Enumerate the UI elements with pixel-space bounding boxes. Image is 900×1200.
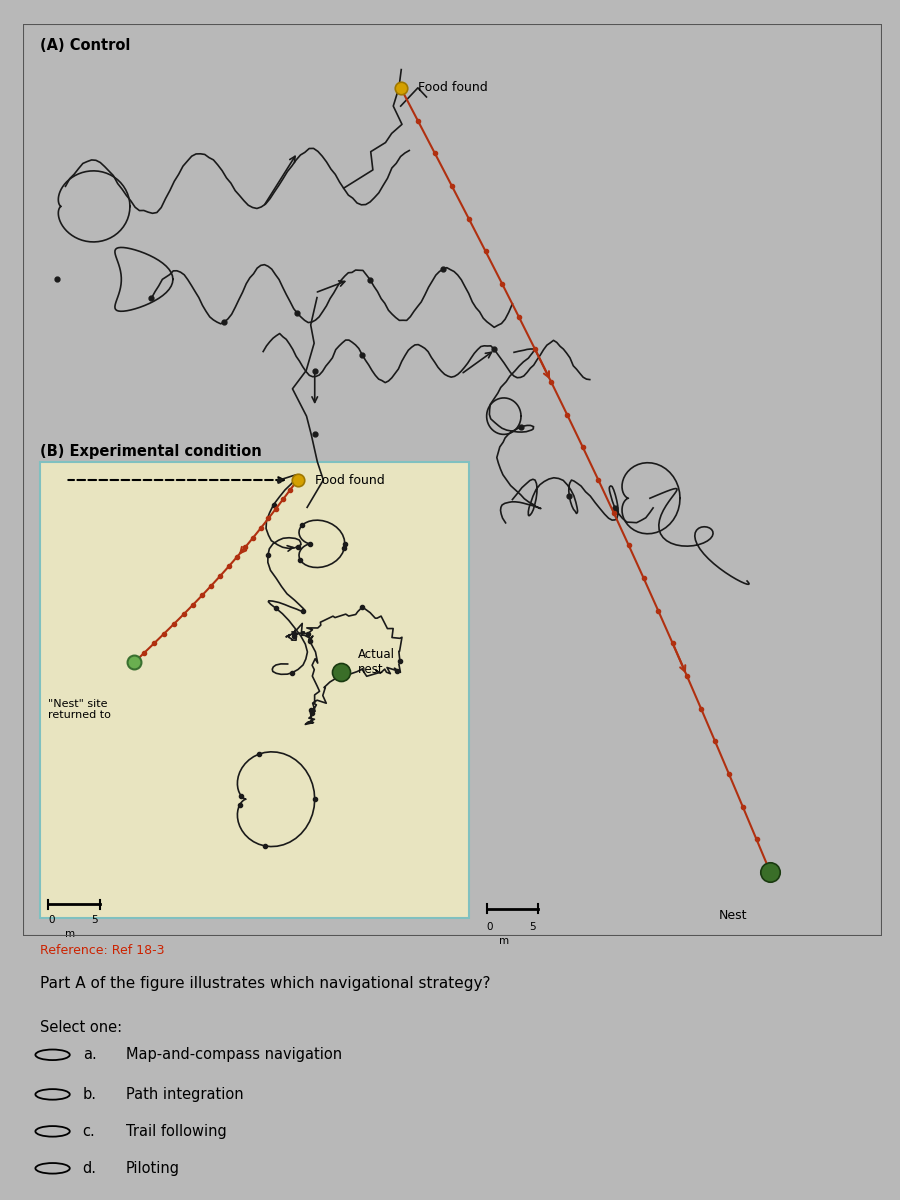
Text: "Nest" site
returned to: "Nest" site returned to	[49, 698, 112, 720]
Text: 0: 0	[49, 916, 55, 925]
Text: (B) Experimental condition: (B) Experimental condition	[40, 444, 261, 458]
Text: Actual
nest: Actual nest	[357, 648, 395, 677]
Text: Select one:: Select one:	[40, 1020, 122, 1036]
Text: Trail following: Trail following	[126, 1124, 227, 1139]
Text: d.: d.	[83, 1160, 96, 1176]
Text: Food found: Food found	[315, 474, 384, 486]
Text: m: m	[65, 929, 75, 938]
Text: m: m	[499, 936, 508, 946]
Text: a.: a.	[83, 1048, 96, 1062]
Text: Nest: Nest	[719, 908, 747, 922]
Text: Reference: Ref 18-3: Reference: Ref 18-3	[40, 944, 164, 956]
Text: 5: 5	[529, 923, 536, 932]
Text: (A) Control: (A) Control	[40, 37, 130, 53]
Text: 0: 0	[487, 923, 493, 932]
Text: Map-and-compass navigation: Map-and-compass navigation	[126, 1048, 342, 1062]
Bar	[40, 462, 470, 918]
Text: Food found: Food found	[418, 82, 488, 95]
Text: Path integration: Path integration	[126, 1087, 243, 1102]
Text: 5: 5	[91, 916, 98, 925]
Text: Piloting: Piloting	[126, 1160, 180, 1176]
Text: Part A of the figure illustrates which navigational strategy?: Part A of the figure illustrates which n…	[40, 976, 490, 991]
Text: c.: c.	[83, 1124, 95, 1139]
Text: b.: b.	[83, 1087, 96, 1102]
